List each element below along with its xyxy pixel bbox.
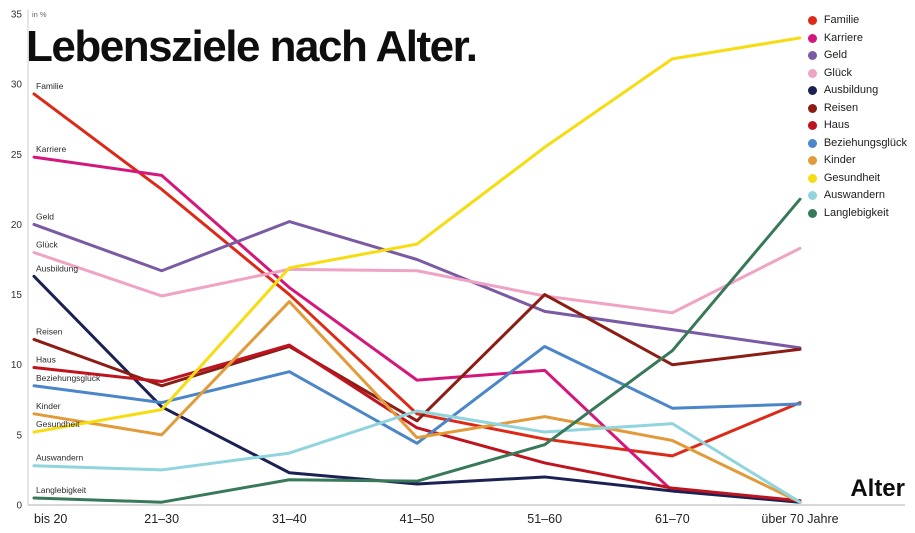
legend-item-Kinder: Kinder: [807, 154, 907, 166]
series-start-label-Auswandern: Auswandern: [36, 453, 84, 463]
legend-item-Familie: Familie: [807, 14, 907, 26]
series-line-Gesundheit: [32, 36, 802, 434]
x-tick-label: 41–50: [400, 512, 435, 526]
y-tick-label: 5: [16, 430, 22, 441]
legend-color-dot: [807, 16, 817, 25]
legend-item-Haus: Haus: [807, 119, 907, 131]
series-start-label-Karriere: Karriere: [36, 144, 67, 154]
legend-label: Gesundheit: [823, 171, 881, 184]
series-line-Kinder: [32, 300, 802, 504]
series-line-Glück: [32, 246, 802, 315]
legend-color-dot: [807, 103, 817, 113]
series-start-label-Reisen: Reisen: [36, 326, 63, 336]
x-tick-label: 31–40: [272, 512, 307, 526]
legend-color-dot: [807, 33, 817, 43]
series-line-Ausbildung: [32, 274, 802, 504]
legend-label: Auswandern: [823, 189, 885, 201]
legend-color-dot: [807, 138, 817, 148]
legend-item-Langlebigkeit: Langlebigkeit: [807, 206, 907, 219]
legend-color-dot: [807, 173, 817, 183]
series-line-Reisen: [32, 293, 802, 423]
y-tick-label: 20: [11, 220, 23, 231]
legend-color-dot: [807, 68, 817, 78]
x-tick-label: 51–60: [527, 512, 562, 526]
legend-item-Gesundheit: Gesundheit: [807, 171, 907, 184]
legend-item-Beziehungsglück: Beziehungsglück: [807, 136, 907, 149]
legend-label: Kinder: [823, 154, 856, 166]
series-start-label-Ausbildung: Ausbildung: [36, 263, 78, 273]
chart-title: Lebensziele nach Alter.: [26, 22, 478, 71]
legend-item-Auswandern: Auswandern: [807, 189, 907, 201]
x-tick-label: 21–30: [144, 512, 179, 526]
x-axis-title: Alter: [850, 475, 905, 502]
series-line-Langlebigkeit: [32, 197, 802, 504]
series-line-Auswandern: [32, 409, 802, 504]
legend-label: Haus: [823, 119, 850, 131]
legend-color-dot: [807, 121, 817, 130]
legend-color-dot: [807, 51, 817, 60]
y-tick-label: 35: [11, 10, 23, 21]
series-start-label-Kinder: Kinder: [36, 401, 61, 411]
series-start-label-Langlebigkeit: Langlebigkeit: [36, 485, 87, 495]
legend-label: Glück: [823, 66, 852, 79]
series-line-Beziehungsglück: [32, 344, 802, 445]
series-start-label-Glück: Glück: [36, 239, 58, 249]
legend-color-dot: [807, 86, 817, 95]
legend: Familie Karriere Geld Glück Ausbildung Reisen…: [807, 14, 907, 219]
x-tick-label: bis 20: [34, 512, 67, 526]
y-tick-label: 25: [11, 150, 23, 161]
legend-item-Karriere: Karriere: [807, 31, 907, 44]
legend-label: Langlebigkeit: [823, 206, 889, 219]
x-tick-label: über 70 Jahre: [761, 512, 838, 526]
series-start-label-Beziehungsglück: Beziehungsglück: [36, 373, 101, 383]
legend-label: Geld: [823, 49, 848, 61]
y-tick-label: 0: [16, 501, 22, 512]
legend-item-Ausbildung: Ausbildung: [807, 84, 907, 96]
legend-label: Karriere: [823, 31, 863, 44]
legend-item-Geld: Geld: [807, 49, 907, 61]
legend-color-dot: [807, 191, 817, 200]
legend-label: Beziehungsglück: [823, 136, 907, 149]
legend-color-dot: [807, 208, 817, 218]
legend-label: Familie: [823, 14, 860, 26]
y-tick-label: 10: [11, 360, 23, 371]
series-line-Haus: [32, 343, 802, 503]
series-line-Familie: [32, 92, 802, 458]
y-tick-label: 30: [11, 80, 23, 91]
series-line-Geld: [32, 220, 802, 350]
series-start-label-Gesundheit: Gesundheit: [36, 419, 80, 429]
legend-label: Reisen: [823, 101, 859, 114]
legend-item-Reisen: Reisen: [807, 101, 907, 114]
series-start-label-Familie: Familie: [36, 81, 64, 91]
series-start-label-Haus: Haus: [36, 355, 56, 365]
legend-color-dot: [807, 156, 817, 165]
legend-label: Ausbildung: [823, 84, 879, 96]
y-axis-unit-label: in %: [32, 10, 47, 19]
y-tick-label: 15: [11, 290, 23, 301]
series-start-label-Geld: Geld: [36, 211, 54, 221]
x-tick-label: 61–70: [655, 512, 690, 526]
legend-item-Glück: Glück: [807, 66, 907, 79]
